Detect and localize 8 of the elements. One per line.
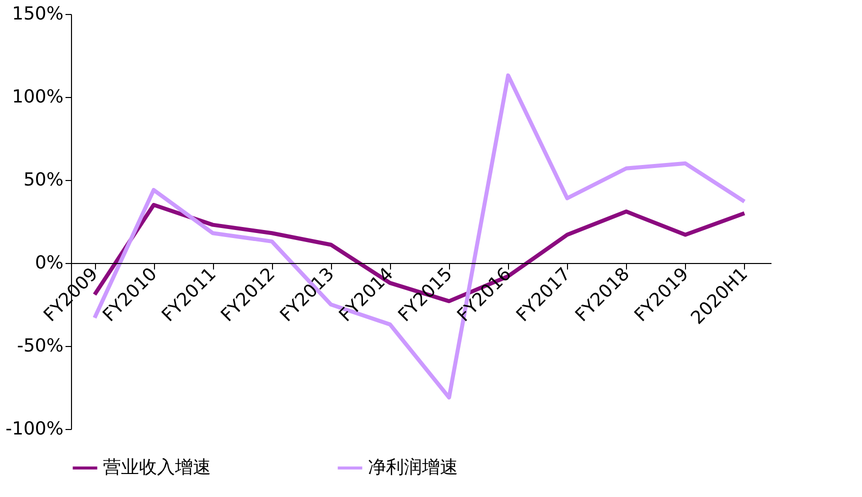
y-tick-label: -50%: [16, 336, 64, 356]
y-tick-label: 0%: [34, 252, 64, 274]
legend-label: 净利润增速: [368, 457, 458, 478]
y-tick-label: 50%: [23, 170, 64, 190]
y-tick-label: 150%: [12, 4, 64, 24]
legend-label: 营业收入增速: [103, 457, 211, 478]
y-tick-label: -100%: [6, 418, 64, 440]
y-tick-label: 100%: [12, 86, 64, 108]
